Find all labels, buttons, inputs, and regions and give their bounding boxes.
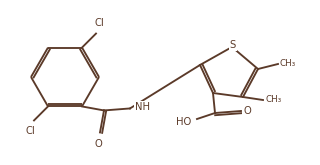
Text: Cl: Cl	[25, 126, 35, 136]
Text: Cl: Cl	[94, 17, 104, 28]
Text: S: S	[230, 40, 236, 50]
Text: O: O	[243, 106, 251, 116]
Text: CH₃: CH₃	[265, 96, 281, 104]
Text: O: O	[94, 139, 102, 149]
Text: HO: HO	[176, 117, 191, 127]
Text: CH₃: CH₃	[280, 60, 296, 68]
Text: NH: NH	[135, 102, 150, 112]
